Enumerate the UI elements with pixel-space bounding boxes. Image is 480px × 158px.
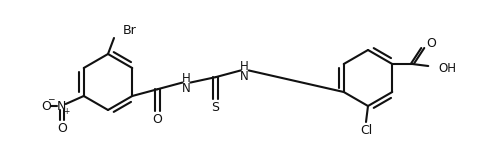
Text: OH: OH <box>438 63 456 76</box>
Text: S: S <box>212 101 219 114</box>
Text: O: O <box>41 100 51 112</box>
Text: Cl: Cl <box>360 125 372 137</box>
Text: O: O <box>153 113 162 126</box>
Text: N: N <box>182 82 191 95</box>
Text: H: H <box>182 72 191 85</box>
Text: N: N <box>240 70 249 83</box>
Text: −: − <box>47 94 55 103</box>
Text: O: O <box>426 37 436 51</box>
Text: +: + <box>63 107 70 116</box>
Text: Br: Br <box>123 24 137 37</box>
Text: O: O <box>57 122 67 136</box>
Text: H: H <box>240 60 249 73</box>
Text: N: N <box>57 100 66 112</box>
